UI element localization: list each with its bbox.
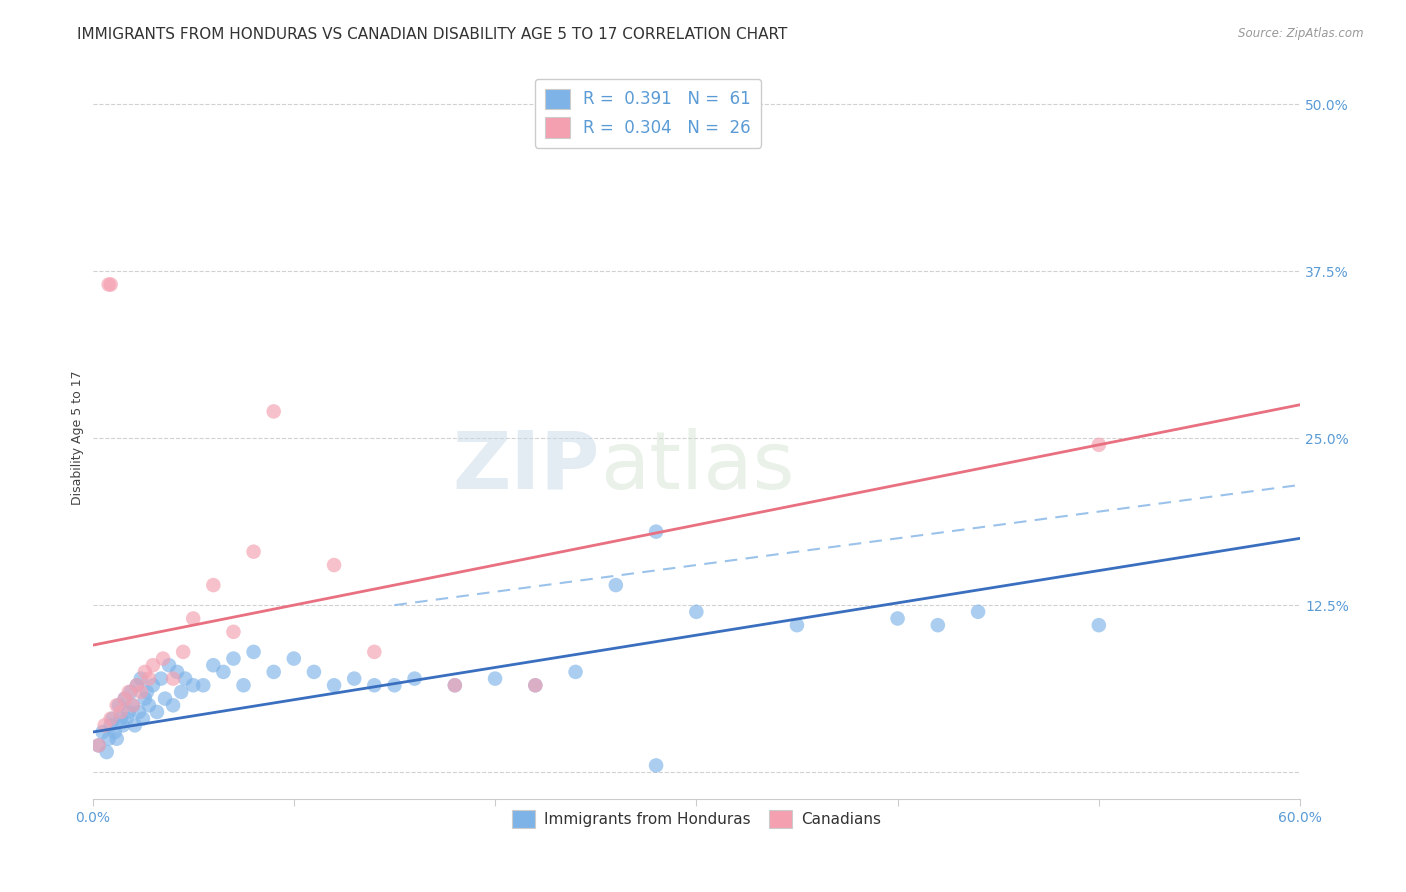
Point: [87, 739, 110, 753]
Point: [107, 698, 129, 713]
Point: [146, 705, 169, 719]
Point: [263, 404, 285, 418]
Point: [162, 672, 184, 686]
Point: [222, 624, 245, 639]
Point: [118, 705, 141, 719]
Point: [97, 731, 120, 746]
Point: [100, 712, 122, 726]
Point: [564, 665, 586, 679]
Point: [129, 685, 152, 699]
Point: [967, 605, 990, 619]
Point: [232, 678, 254, 692]
Point: [153, 691, 176, 706]
Point: [323, 678, 346, 692]
Point: [605, 578, 627, 592]
Text: ZIP: ZIP: [453, 428, 600, 506]
Point: [93, 718, 115, 732]
Point: [101, 712, 124, 726]
Point: [443, 678, 465, 692]
Text: Source: ZipAtlas.com: Source: ZipAtlas.com: [1239, 27, 1364, 40]
Point: [150, 672, 173, 686]
Point: [152, 651, 174, 665]
Point: [384, 678, 406, 692]
Point: [142, 658, 165, 673]
Point: [134, 691, 156, 706]
Point: [886, 611, 908, 625]
Point: [96, 745, 118, 759]
Point: [524, 678, 547, 692]
Point: [172, 645, 194, 659]
Point: [138, 698, 160, 713]
Point: [484, 672, 506, 686]
Point: [115, 712, 138, 726]
Point: [302, 665, 325, 679]
Point: [323, 558, 346, 572]
Point: [242, 645, 264, 659]
Point: [166, 665, 188, 679]
Point: [134, 665, 156, 679]
Point: [202, 658, 225, 673]
Point: [685, 605, 707, 619]
Point: [132, 712, 155, 726]
Point: [242, 544, 264, 558]
Point: [222, 651, 245, 665]
Point: [114, 691, 136, 706]
Point: [105, 698, 128, 713]
Point: [363, 645, 385, 659]
Point: [118, 685, 141, 699]
Point: [343, 672, 366, 686]
Point: [927, 618, 949, 632]
Point: [193, 678, 215, 692]
Point: [91, 725, 114, 739]
Point: [645, 758, 668, 772]
Point: [212, 665, 235, 679]
Legend: Immigrants from Honduras, Canadians: Immigrants from Honduras, Canadians: [506, 804, 887, 835]
Point: [181, 611, 204, 625]
Point: [124, 718, 146, 732]
Point: [125, 678, 148, 692]
Text: IMMIGRANTS FROM HONDURAS VS CANADIAN DISABILITY AGE 5 TO 17 CORRELATION CHART: IMMIGRANTS FROM HONDURAS VS CANADIAN DIS…: [77, 27, 787, 42]
Point: [105, 731, 128, 746]
Point: [157, 658, 180, 673]
Point: [174, 672, 197, 686]
Point: [121, 698, 143, 713]
Point: [121, 698, 143, 713]
Point: [181, 678, 204, 692]
Point: [363, 678, 385, 692]
Point: [1088, 618, 1111, 632]
Point: [120, 685, 142, 699]
Point: [100, 718, 122, 732]
Point: [104, 725, 127, 739]
Point: [128, 705, 150, 719]
Point: [135, 685, 157, 699]
Text: atlas: atlas: [600, 428, 794, 506]
Point: [87, 739, 110, 753]
Point: [443, 678, 465, 692]
Y-axis label: Disability Age 5 to 17: Disability Age 5 to 17: [72, 371, 84, 506]
Point: [100, 277, 122, 292]
Point: [283, 651, 305, 665]
Point: [786, 618, 808, 632]
Point: [125, 678, 148, 692]
Point: [202, 578, 225, 592]
Point: [114, 691, 136, 706]
Point: [170, 685, 193, 699]
Point: [110, 705, 132, 719]
Point: [524, 678, 547, 692]
Point: [129, 672, 152, 686]
Point: [263, 665, 285, 679]
Point: [142, 678, 165, 692]
Point: [110, 712, 132, 726]
Point: [404, 672, 426, 686]
Point: [138, 672, 160, 686]
Point: [162, 698, 184, 713]
Point: [97, 277, 120, 292]
Point: [645, 524, 668, 539]
Point: [1088, 438, 1111, 452]
Point: [111, 718, 134, 732]
